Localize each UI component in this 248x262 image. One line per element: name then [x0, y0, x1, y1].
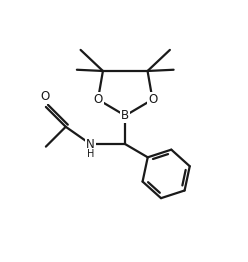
Text: B: B — [121, 109, 129, 122]
Text: O: O — [148, 93, 157, 106]
Text: O: O — [93, 93, 103, 106]
Text: O: O — [40, 90, 49, 103]
Text: N: N — [86, 138, 95, 151]
Text: H: H — [87, 149, 94, 159]
